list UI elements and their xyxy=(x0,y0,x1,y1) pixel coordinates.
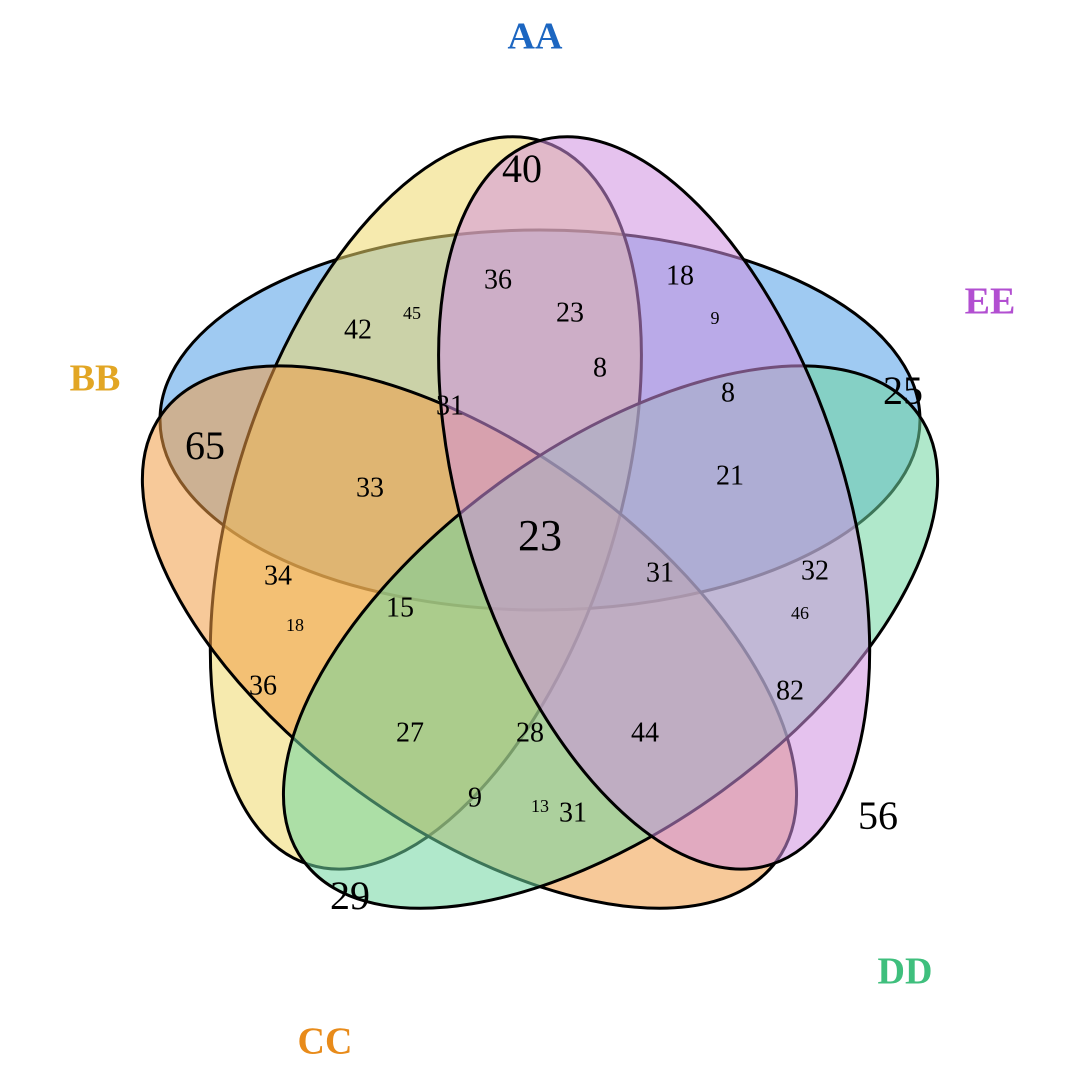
region-value-BDE2: 31 xyxy=(646,557,674,588)
region-value-AE: 18 xyxy=(666,260,694,291)
region-value-CDE: 44 xyxy=(631,717,659,748)
region-value-ABCDE: 23 xyxy=(518,511,562,560)
set-label-CC: CC xyxy=(298,1021,353,1063)
region-value-B: 65 xyxy=(185,423,225,468)
region-value-C: 29 xyxy=(330,873,370,918)
region-value-BDE: 46 xyxy=(791,603,809,623)
region-value-BCA: 15 xyxy=(386,592,414,623)
region-value-BCD: 27 xyxy=(396,717,424,748)
region-value-ACE: 8 xyxy=(593,352,607,383)
set-label-BB: BB xyxy=(70,358,121,400)
region-value-ACD: 13 xyxy=(531,796,549,816)
region-value-ABC: 33 xyxy=(356,472,384,503)
region-value-AB: 42 xyxy=(344,314,372,345)
region-value-CA: 9 xyxy=(468,782,482,813)
region-value-ADE2: 21 xyxy=(716,460,744,491)
region-value-D: 56 xyxy=(858,793,898,838)
region-value-DE: 82 xyxy=(776,675,804,706)
region-value-ABD2: 31 xyxy=(436,390,464,421)
region-value-ABD: 45 xyxy=(403,303,421,323)
region-value-A: 40 xyxy=(502,146,542,191)
region-value-DB: 32 xyxy=(801,555,829,586)
set-label-DD: DD xyxy=(878,951,933,993)
set-label-EE: EE xyxy=(965,281,1016,323)
region-value-BCDE: 28 xyxy=(516,717,544,748)
region-value-ABE: 23 xyxy=(556,297,584,328)
region-value-CD: 31 xyxy=(559,797,587,828)
region-value-ADE: 9 xyxy=(711,308,720,328)
region-value-AD: 36 xyxy=(484,264,512,295)
region-value-BCE: 18 xyxy=(286,615,304,635)
region-value-BE: 36 xyxy=(249,670,277,701)
set-label-AA: AA xyxy=(508,16,563,58)
region-value-EC: 8 xyxy=(721,377,735,408)
region-value-E: 25 xyxy=(883,368,923,413)
region-value-BC: 34 xyxy=(264,560,292,591)
venn-diagram: AABBCCDDEE 40652956254236183436319823284… xyxy=(0,0,1080,1080)
